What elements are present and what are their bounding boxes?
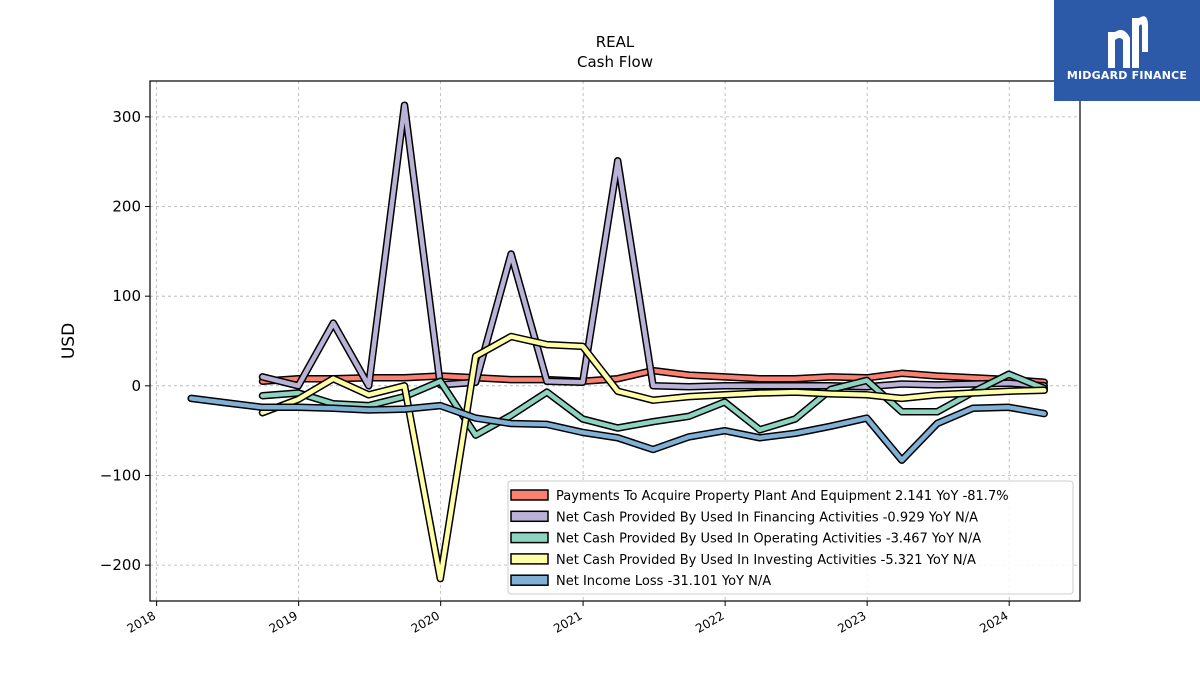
y-axis-label: USD <box>59 323 79 359</box>
series <box>187 101 1048 583</box>
y-tick-label: 200 <box>112 198 141 216</box>
legend-item: Net Cash Provided By Used In Investing A… <box>510 553 976 568</box>
series-stroke <box>260 371 1047 438</box>
series-line-4 <box>258 332 1048 583</box>
legend-item: Payments To Acquire Property Plant And E… <box>510 489 1009 504</box>
legend: Payments To Acquire Property Plant And E… <box>507 480 1074 595</box>
legend-swatch <box>510 489 549 501</box>
series-line-2 <box>258 101 1048 391</box>
midgard-finance-logo: MIDGARD FINANCE <box>1054 0 1200 101</box>
legend-swatch <box>510 574 549 586</box>
y-tick-label: −200 <box>100 556 141 574</box>
legend-label: Payments To Acquire Property Plant And E… <box>556 489 1009 504</box>
legend-item: Net Cash Provided By Used In Operating A… <box>510 531 981 547</box>
logo-text: MIDGARD FINANCE <box>1066 69 1188 82</box>
x-tick-label: 2020 <box>409 608 442 635</box>
series-stroke <box>260 334 1047 581</box>
legend-item: Net Income Loss -31.101 YoY N/A <box>510 574 771 589</box>
legend-box <box>507 480 1074 595</box>
x-tick-label: 2018 <box>125 608 158 635</box>
chart-subtitle: Cash Flow <box>577 53 653 71</box>
legend-swatch <box>510 510 549 523</box>
series-line-3 <box>258 370 1048 439</box>
series-stroke <box>188 396 1047 463</box>
midgard-logo-icon <box>1108 16 1148 68</box>
y-axis: 300 200 100 0 −100 −200 <box>100 108 150 574</box>
legend-label: Net Cash Provided By Used In Operating A… <box>556 532 981 547</box>
legend-item: Net Cash Provided By Used In Financing A… <box>510 510 978 525</box>
y-tick-label: 0 <box>131 377 141 395</box>
x-axis: 2018 2019 2020 2021 2022 2023 2024 <box>125 601 1011 636</box>
x-tick-label: 2023 <box>835 608 868 635</box>
y-tick-label: 100 <box>112 287 141 305</box>
legend-label: Net Cash Provided By Used In Financing A… <box>556 510 978 525</box>
x-tick-label: 2019 <box>267 608 300 635</box>
chart-title: REAL <box>596 33 635 51</box>
y-tick-label: −100 <box>100 466 141 484</box>
plot-area <box>149 80 1081 602</box>
series-line-5 <box>187 394 1048 464</box>
y-tick-label: 300 <box>112 108 141 126</box>
legend-label: Net Cash Provided By Used In Investing A… <box>556 553 976 568</box>
legend-swatch <box>510 553 549 565</box>
legend-swatch <box>510 531 549 544</box>
legend-label: Net Income Loss -31.101 YoY N/A <box>556 574 771 589</box>
series-outline <box>258 101 1048 391</box>
x-tick-label: 2021 <box>551 608 584 635</box>
series-stroke <box>260 102 1047 389</box>
x-tick-label: 2024 <box>977 608 1010 635</box>
x-tick-label: 2022 <box>693 608 726 635</box>
